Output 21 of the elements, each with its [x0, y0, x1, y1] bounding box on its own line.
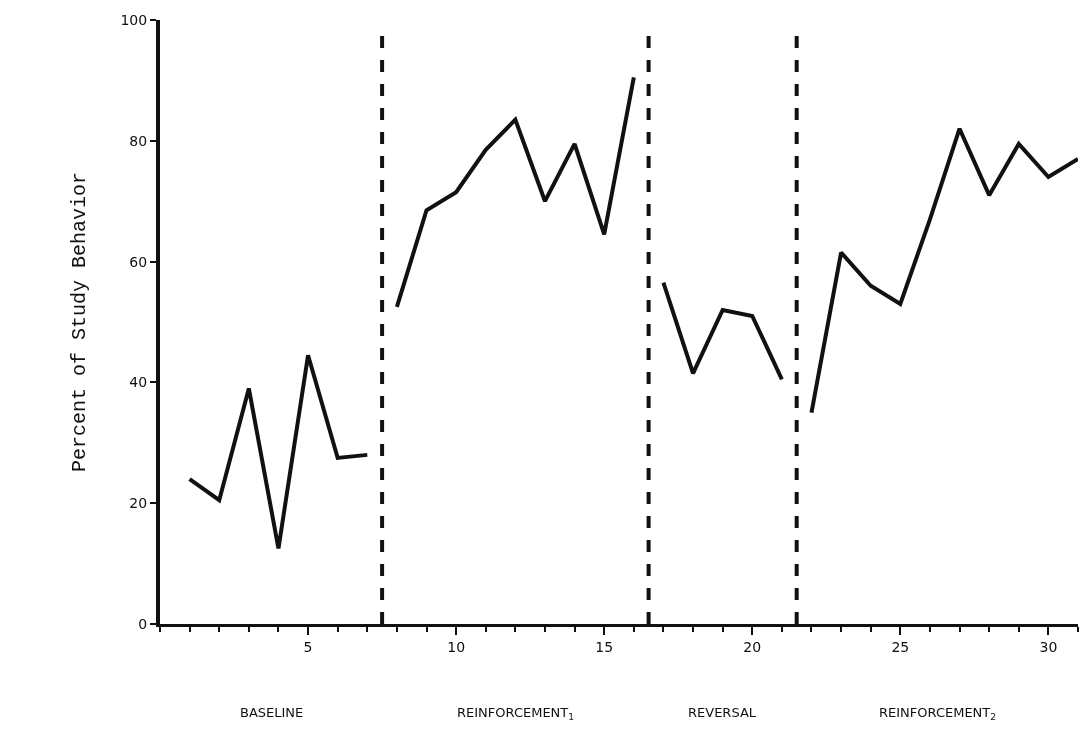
- y-tick-label: 60: [129, 253, 148, 270]
- y-tick-label: 100: [120, 11, 148, 28]
- line-series: [394, 75, 636, 309]
- y-tick-label: 80: [129, 132, 148, 149]
- text: REINFORCEMENT$_{1}$: [457, 705, 575, 722]
- line-series: [809, 126, 1078, 415]
- x-tick-label: 20: [743, 638, 762, 655]
- text: REINFORCEMENT$_{2}$: [879, 705, 997, 722]
- line-series: [187, 353, 370, 551]
- y-tick-label: 20: [129, 495, 148, 512]
- y-axis-title: Percent of Study Behavior: [68, 171, 92, 473]
- y-tick-label: 0: [138, 615, 148, 632]
- x-tick-label: 5: [303, 638, 313, 655]
- line-series: [661, 280, 784, 382]
- x-tick-label: 30: [1039, 638, 1058, 655]
- y-tick-label: 40: [129, 374, 148, 391]
- x-tick-label: 15: [595, 638, 614, 655]
- text: REVERSAL: [688, 705, 757, 720]
- x-tick-label: 10: [447, 638, 466, 655]
- x-tick-label: 25: [891, 638, 910, 655]
- text: BASELINE: [240, 705, 304, 720]
